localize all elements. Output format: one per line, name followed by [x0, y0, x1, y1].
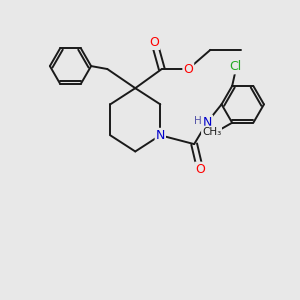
Text: O: O — [195, 163, 205, 176]
Text: H: H — [194, 116, 202, 126]
Text: N: N — [156, 129, 165, 142]
Text: Cl: Cl — [229, 60, 241, 74]
Text: O: O — [149, 36, 159, 49]
Text: CH₃: CH₃ — [202, 127, 221, 136]
Text: N: N — [203, 116, 212, 128]
Text: O: O — [183, 62, 193, 76]
